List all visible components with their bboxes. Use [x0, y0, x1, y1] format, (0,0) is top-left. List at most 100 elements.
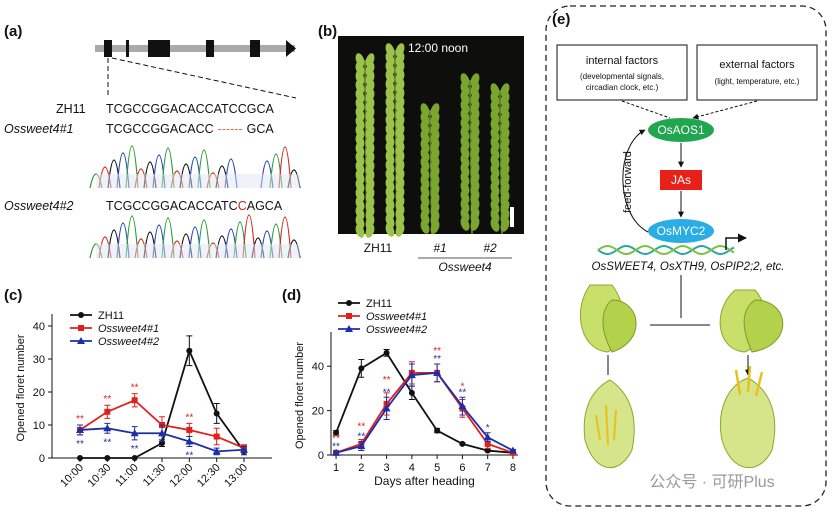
factor-detail: (light, temperature, etc.)	[715, 77, 800, 86]
factor-box	[556, 44, 688, 101]
x-tick-label: 8	[510, 462, 516, 474]
peak-shade	[96, 244, 300, 258]
gene-bar	[95, 45, 295, 52]
legend-label: ZH11	[366, 298, 392, 310]
peak	[161, 217, 175, 259]
node-label: OsMYC2	[657, 224, 706, 238]
marker	[345, 325, 353, 332]
series-line	[335, 351, 514, 454]
marker	[357, 442, 366, 450]
significance: *	[460, 382, 464, 393]
legend-label: ZH11	[98, 310, 124, 322]
marker	[186, 347, 193, 354]
marker	[333, 429, 340, 436]
exons	[104, 40, 296, 57]
series-line	[335, 371, 514, 454]
marker	[130, 429, 139, 437]
marker	[346, 313, 352, 319]
loop-label: feed-forward	[622, 151, 634, 213]
peak	[278, 216, 292, 259]
legend-label: Ossweet4#2	[366, 324, 427, 336]
node	[648, 118, 714, 142]
marker	[382, 404, 391, 412]
factor-detail: (developmental signals,	[580, 72, 664, 81]
significance: **	[383, 387, 391, 398]
x-tick-label: 10:00	[58, 462, 86, 490]
significance: **	[433, 346, 441, 357]
panicles	[355, 43, 510, 238]
marker	[213, 433, 220, 440]
zoom-lines	[107, 57, 297, 99]
significance: **	[185, 412, 193, 423]
series-line	[335, 371, 514, 454]
significance: **	[357, 432, 365, 443]
grain	[355, 224, 365, 238]
photo-label: #1	[433, 241, 446, 255]
y-tick-label: 20	[33, 387, 45, 399]
grain	[500, 218, 510, 232]
marker	[484, 440, 491, 447]
group-label: Ossweet4	[438, 260, 492, 274]
significance: **	[131, 383, 139, 394]
x-tick-label: 11:30	[141, 462, 168, 489]
arrow	[621, 100, 758, 118]
x-tick-label: 13:00	[222, 462, 250, 490]
significance: **	[76, 414, 84, 425]
factor-box	[696, 44, 818, 101]
spikelet	[579, 284, 784, 353]
marker	[212, 447, 221, 455]
grain	[385, 223, 395, 237]
y-tick-label: 10	[33, 420, 45, 432]
marker	[103, 424, 112, 432]
marker	[77, 337, 85, 344]
grain	[470, 217, 480, 231]
marker	[76, 425, 84, 433]
x-tick-label: 7	[485, 462, 491, 474]
grain	[460, 217, 470, 231]
panel-label: (e)	[552, 11, 570, 28]
marker	[458, 402, 467, 410]
scale-bar	[510, 207, 514, 227]
grain	[365, 224, 375, 238]
significance: **	[103, 394, 111, 405]
peak	[161, 147, 175, 189]
x-tick-label: 12:00	[168, 462, 196, 490]
x-tick-label: 4	[409, 462, 415, 474]
x-tick-label: 10:30	[86, 462, 114, 490]
marker	[131, 455, 138, 461]
node	[648, 219, 714, 243]
peak-shade	[96, 174, 300, 188]
x-tick-label: 1	[333, 462, 339, 474]
marker	[240, 445, 248, 453]
chromatograms	[89, 145, 301, 259]
legend-label: Ossweet4#2	[98, 336, 159, 348]
significance: **	[433, 354, 441, 365]
marker	[483, 433, 492, 441]
photo-time: 12:00 noon	[408, 41, 468, 55]
photo-label: ZH11	[364, 241, 393, 255]
peak	[197, 219, 211, 259]
peak	[242, 214, 256, 259]
open-floret	[583, 365, 776, 468]
significance: **	[459, 387, 467, 398]
node-label: OsAOS1	[657, 123, 705, 137]
significance: **	[76, 439, 84, 450]
x-tick-label: 2	[358, 462, 364, 474]
marker	[358, 365, 365, 372]
significance: **	[332, 434, 340, 445]
peak	[197, 149, 211, 189]
peak	[125, 215, 139, 259]
watermark: 公众号 · 可研Plus	[649, 473, 774, 491]
marker	[508, 446, 517, 454]
sequence: TCGCCGGACACCATCCAGCA	[106, 199, 283, 213]
y-tick-label: 20	[312, 406, 324, 418]
panel-label: (a)	[4, 23, 22, 40]
y-tick-label: 40	[312, 361, 324, 373]
marker	[78, 312, 84, 318]
marker	[77, 455, 83, 461]
peak	[278, 146, 292, 189]
feedback-arrow	[622, 129, 649, 233]
